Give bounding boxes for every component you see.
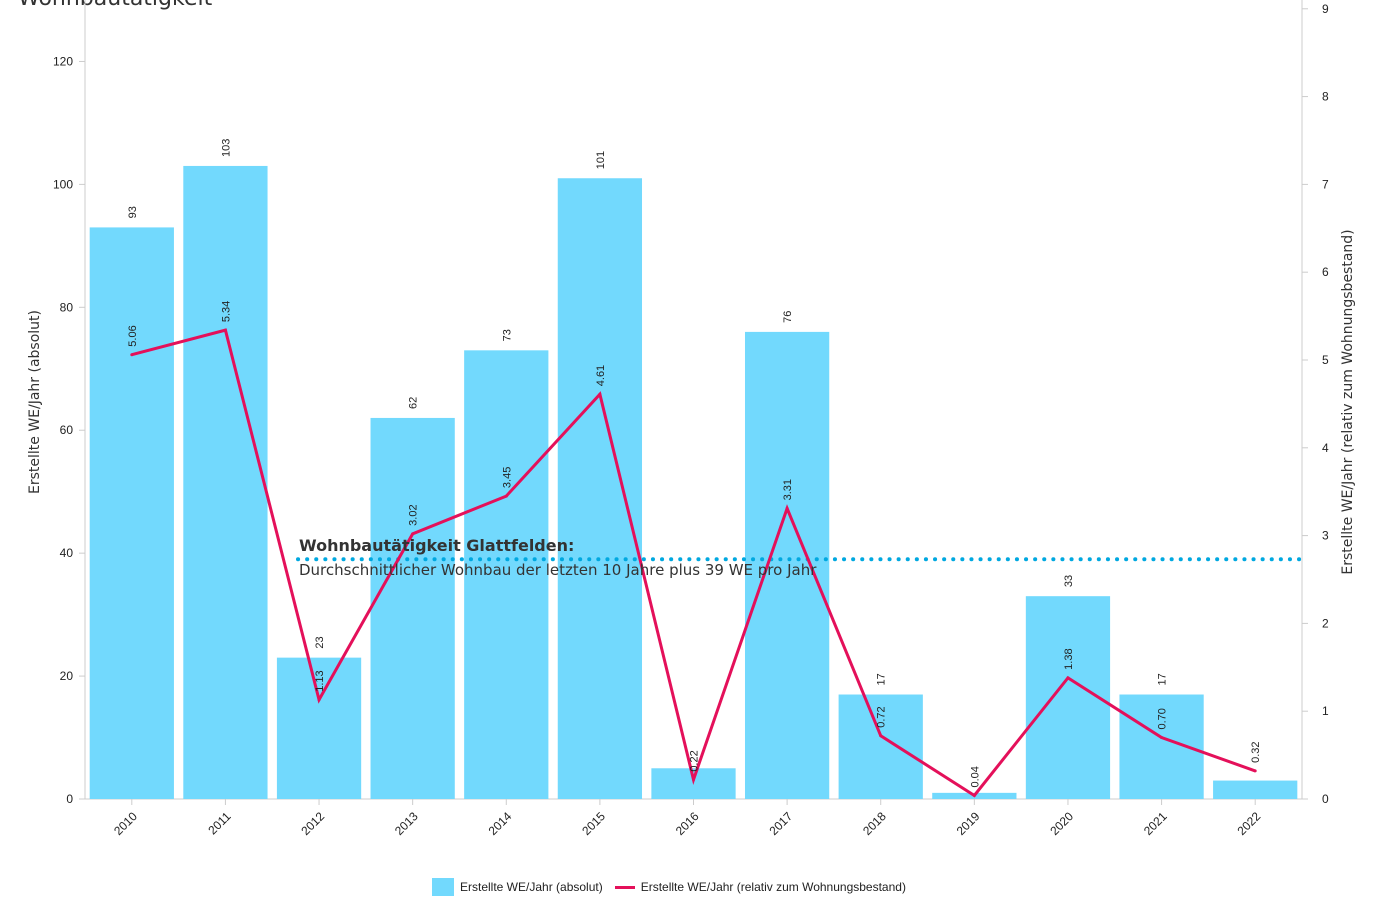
line-point (504, 494, 508, 498)
bar (89, 227, 174, 799)
line-point (598, 392, 602, 396)
line-value-label: 0.04 (969, 766, 981, 787)
left-tick-label: 80 (60, 300, 74, 314)
legend-bar-swatch[interactable] (432, 878, 454, 896)
line-point (785, 506, 789, 510)
chart-legend: Erstellte WE/Jahr (absolut) Erstellte WE… (432, 878, 906, 896)
left-tick-label: 40 (60, 546, 74, 560)
average-annotation: Wohnbautätigkeit Glattfelden: Durchschni… (299, 536, 816, 579)
x-tick-label: 2022 (1235, 809, 1264, 838)
right-tick-label: 1 (1322, 704, 1329, 718)
right-tick-label: 7 (1322, 177, 1329, 191)
line-value-label: 5.06 (127, 325, 139, 346)
bar-value-label: 62 (408, 397, 420, 409)
bar-value-label: 93 (127, 206, 139, 218)
left-tick-label: 120 (53, 54, 73, 68)
right-tick-label: 0 (1322, 792, 1329, 806)
x-tick-label: 2010 (111, 809, 140, 838)
line-point (1066, 676, 1070, 680)
bar-value-label: 73 (501, 329, 513, 341)
right-tick-label: 5 (1322, 353, 1329, 367)
x-tick-label: 2013 (392, 809, 421, 838)
right-tick-label: 6 (1322, 265, 1329, 279)
x-tick-label: 2014 (486, 809, 515, 838)
line-value-label: 3.31 (782, 479, 794, 500)
bar (183, 165, 268, 799)
x-tick-label: 2018 (860, 809, 889, 838)
bar-value-label: 33 (1063, 575, 1075, 587)
line-value-label: 3.45 (501, 467, 513, 488)
bar-value-label: 103 (220, 139, 232, 157)
line-point (972, 793, 976, 797)
line-point (317, 698, 321, 702)
line-value-label: 0.72 (876, 706, 888, 727)
x-tick-label: 2020 (1047, 809, 1076, 838)
line-value-label: 0.70 (1157, 708, 1169, 729)
x-tick-label: 2019 (954, 809, 983, 838)
line-value-label: 4.61 (595, 365, 607, 386)
bar-value-label: 23 (314, 636, 326, 648)
bar-value-label: 101 (595, 151, 607, 169)
line-value-label: 1.13 (314, 670, 326, 691)
line-value-label: 0.22 (689, 750, 701, 771)
bar (276, 657, 362, 799)
legend-line-swatch[interactable] (614, 885, 635, 889)
line-value-label: 1.38 (1063, 648, 1075, 669)
left-axis-title: Erstellte WE/Jahr (absolut) (27, 310, 43, 494)
bar-value-label: 76 (782, 311, 794, 323)
bar (744, 331, 830, 799)
left-tick-label: 0 (66, 792, 73, 806)
x-tick-label: 2016 (673, 809, 702, 838)
bar (464, 350, 549, 799)
chart-title: Wohnbautätigkeit (18, 0, 212, 11)
left-tick-label: 100 (53, 177, 73, 191)
x-tick-label: 2017 (766, 809, 795, 838)
bar-value-label: 17 (876, 673, 888, 685)
line-point (1253, 769, 1257, 773)
right-tick-label: 2 (1322, 616, 1329, 630)
bar (1213, 780, 1298, 799)
line-point (130, 353, 134, 357)
x-tick-label: 2021 (1141, 809, 1170, 838)
line-point (1160, 736, 1164, 740)
line-point (223, 328, 227, 332)
bar (557, 178, 643, 799)
left-tick-label: 20 (60, 669, 74, 683)
legend-line-label[interactable]: Erstellte WE/Jahr (relativ zum Wohnungsb… (640, 880, 906, 894)
right-tick-label: 8 (1322, 90, 1329, 104)
bar (370, 417, 455, 799)
line-point (411, 532, 415, 536)
line-value-label: 0.32 (1250, 741, 1262, 762)
right-tick-label: 3 (1322, 529, 1329, 543)
bar (838, 694, 923, 799)
right-axis-title: Erstellte WE/Jahr (relativ zum Wohnungsb… (1340, 229, 1356, 574)
line-point (879, 734, 883, 738)
annotation-text: Durchschnittlicher Wohnbau der letzten 1… (299, 561, 817, 579)
left-tick-label: 60 (60, 423, 74, 437)
bar-value-label: 17 (1157, 673, 1169, 685)
x-tick-label: 2015 (579, 809, 608, 838)
right-tick-label: 4 (1322, 441, 1329, 455)
legend-bar-label[interactable]: Erstellte WE/Jahr (absolut) (460, 880, 603, 894)
bar (1025, 596, 1111, 799)
right-tick-label: 9 (1322, 2, 1329, 16)
annotation-title: Wohnbautätigkeit Glattfelden: (299, 536, 575, 555)
x-tick-label: 2011 (205, 809, 233, 837)
line-point (692, 778, 695, 782)
x-tick-label: 2012 (298, 809, 327, 838)
line-value-label: 3.02 (408, 504, 420, 525)
line-value-label: 5.34 (220, 301, 232, 322)
